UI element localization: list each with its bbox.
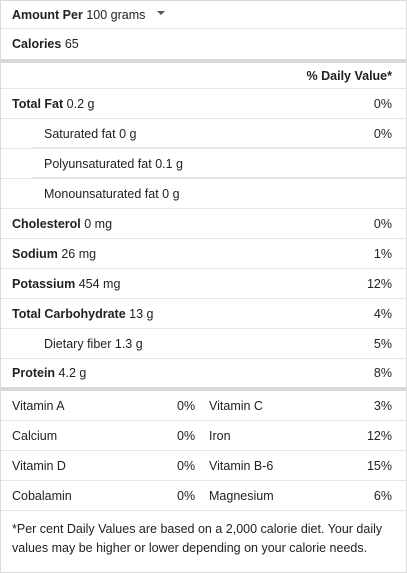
vitamin-dv: 15% <box>366 458 392 473</box>
nutrient-amount: 13 g <box>129 306 154 321</box>
vitamin-name: Cobalamin <box>12 488 72 503</box>
nutrient-amount: 0 mg <box>84 216 113 231</box>
nutrient-row-monounsaturated-fat: Monounsaturated fat 0 g <box>1 179 406 209</box>
nutrient-dv: 0% <box>373 126 392 141</box>
calories-value: 65 <box>64 37 79 51</box>
nutrient-name: Polyunsaturated fat <box>44 156 152 171</box>
serving-label-group: Amount Per 100 grams <box>12 7 165 23</box>
nutrient-name: Cholesterol <box>12 216 81 231</box>
daily-value-header-row: % Daily Value* <box>1 63 406 89</box>
nutrient-name: Protein <box>12 366 56 380</box>
vitamin-dv: 3% <box>373 398 392 413</box>
nutrient-amount: 0 g <box>119 126 137 141</box>
nutrient-amount: 454 mg <box>78 276 121 291</box>
nutrient-row-dietary-fiber: Dietary fiber 1.3 g 5% <box>1 329 406 359</box>
vitamin-name: Vitamin B-6 <box>209 458 274 473</box>
daily-value-footnote: *Per cent Daily Values are based on a 2,… <box>12 522 383 555</box>
vitamin-dv: 0% <box>177 398 196 413</box>
nutrient-dv: 8% <box>373 366 392 380</box>
nutrient-name: Dietary fiber <box>44 336 112 351</box>
serving-value[interactable]: 100 grams <box>86 7 146 22</box>
nutrient-amount: 0.1 g <box>155 156 184 171</box>
vitamin-dv: 0% <box>177 428 196 443</box>
nutrient-row-saturated-fat: Saturated fat 0 g 0% <box>1 119 406 149</box>
nutrient-dv: 4% <box>373 306 392 321</box>
vitamin-row: Vitamin A 0% Vitamin C 3% <box>1 391 406 421</box>
vitamin-row: Cobalamin 0% Magnesium 6% <box>1 481 406 511</box>
nutrient-name: Total Carbohydrate <box>12 306 126 321</box>
nutrient-amount: 0.2 g <box>66 96 95 111</box>
nutrient-name: Sodium <box>12 246 58 261</box>
nutrient-amount: 4.2 g <box>58 366 87 380</box>
nutrient-amount: 26 mg <box>61 246 97 261</box>
vitamin-name: Vitamin C <box>209 398 263 413</box>
vitamin-name: Vitamin D <box>12 458 66 473</box>
serving-label: Amount Per <box>12 7 83 22</box>
nutrient-amount: 1.3 g <box>114 336 143 351</box>
vitamin-row: Vitamin D 0% Vitamin B-6 15% <box>1 451 406 481</box>
vitamin-dv: 6% <box>373 488 392 503</box>
nutrient-row-protein: Protein 4.2 g 8% <box>1 359 406 391</box>
nutrient-name: Total Fat <box>12 96 64 111</box>
vitamin-name: Magnesium <box>209 488 274 503</box>
nutrient-row-potassium: Potassium 454 mg 12% <box>1 269 406 299</box>
nutrient-dv: 0% <box>373 96 392 111</box>
nutrient-row-total-carbohydrate: Total Carbohydrate 13 g 4% <box>1 299 406 329</box>
calories-label: Calories <box>12 37 62 51</box>
serving-selector-row[interactable]: Amount Per 100 grams <box>1 1 406 29</box>
nutrient-dv: 1% <box>373 246 392 261</box>
nutrient-dv: 12% <box>366 276 392 291</box>
nutrient-dv: 5% <box>373 336 392 351</box>
daily-value-header: % Daily Value* <box>306 68 392 83</box>
vitamin-dv: 12% <box>366 428 392 443</box>
dropdown-caret-icon[interactable] <box>156 11 165 16</box>
vitamin-row: Calcium 0% Iron 12% <box>1 421 406 451</box>
nutrient-amount: 0 g <box>162 186 180 201</box>
nutrient-name: Monounsaturated fat <box>44 186 159 201</box>
calories-group: Calories 65 <box>12 36 79 52</box>
vitamin-dv: 0% <box>177 488 196 503</box>
nutrient-row-cholesterol: Cholesterol 0 mg 0% <box>1 209 406 239</box>
nutrient-row-total-fat: Total Fat 0.2 g 0% <box>1 89 406 119</box>
vitamin-dv: 0% <box>177 458 196 473</box>
nutrient-row-sodium: Sodium 26 mg 1% <box>1 239 406 269</box>
vitamin-name: Calcium <box>12 428 58 443</box>
vitamin-name: Vitamin A <box>12 398 65 413</box>
nutrient-row-polyunsaturated-fat: Polyunsaturated fat 0.1 g <box>1 149 406 179</box>
nutrient-dv: 0% <box>373 216 392 231</box>
calories-row: Calories 65 <box>1 29 406 63</box>
vitamin-name: Iron <box>209 428 231 443</box>
nutrient-name: Saturated fat <box>44 126 116 141</box>
nutrient-name: Potassium <box>12 276 76 291</box>
